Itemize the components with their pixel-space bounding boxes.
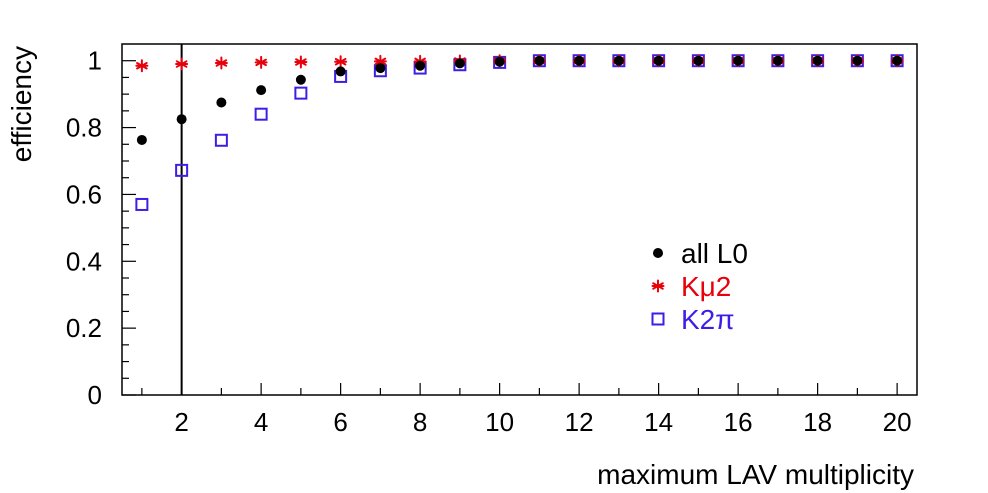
x-tick-label: 10 <box>485 407 514 437</box>
x-tick-label: 6 <box>333 407 347 437</box>
tick-labels: 2 4 6 8 10 12 14 16 18 20 0 0.2 0.4 0.6 0.8 1 <box>66 46 912 437</box>
point-all-l0 <box>772 55 783 66</box>
point-all-l0 <box>375 63 386 74</box>
point-kmu2 <box>254 55 268 69</box>
point-all-l0 <box>852 55 863 66</box>
x-tick-label: 14 <box>644 407 673 437</box>
point-all-l0 <box>216 97 227 108</box>
point-k2pi <box>214 133 228 147</box>
legend-marker-kmu2 <box>651 279 665 293</box>
point-kmu2 <box>135 59 149 73</box>
x-tick-label: 18 <box>803 407 832 437</box>
x-tick-label: 4 <box>254 407 268 437</box>
point-all-l0 <box>693 55 704 66</box>
x-tick-label: 8 <box>413 407 427 437</box>
point-all-l0 <box>454 58 465 69</box>
point-all-l0 <box>534 55 545 66</box>
point-k2pi <box>294 86 308 100</box>
legend-label-kmu2: Kμ2 <box>681 271 731 302</box>
x-tick-label: 20 <box>883 407 912 437</box>
legend-label-all-l0: all L0 <box>681 238 748 269</box>
point-all-l0 <box>176 114 187 125</box>
point-kmu2 <box>175 57 189 71</box>
legend: all L0 Kμ2 K2π <box>651 238 748 335</box>
legend-marker-all-l0 <box>653 248 663 258</box>
y-axis-title: efficiency <box>6 46 37 162</box>
x-tick-label: 16 <box>724 407 753 437</box>
point-all-l0 <box>574 55 585 66</box>
point-all-l0 <box>613 55 624 66</box>
point-all-l0 <box>733 55 744 66</box>
point-all-l0 <box>136 134 147 145</box>
y-tick-label: 0.6 <box>66 179 102 209</box>
point-all-l0 <box>892 55 903 66</box>
point-k2pi <box>135 197 149 211</box>
point-all-l0 <box>494 56 505 67</box>
plot-frame <box>121 43 918 396</box>
axis-ticks <box>122 60 898 396</box>
x-tick-label: 12 <box>565 407 594 437</box>
point-all-l0 <box>653 55 664 66</box>
data-points <box>135 54 904 211</box>
legend-markers <box>651 248 665 326</box>
y-tick-label: 1 <box>88 46 102 76</box>
point-k2pi <box>175 163 189 177</box>
point-kmu2 <box>334 55 348 69</box>
x-axis-title: maximum LAV multiplicity <box>597 459 914 490</box>
legend-label-k2pi: K2π <box>681 304 735 335</box>
point-all-l0 <box>415 60 426 71</box>
y-tick-label: 0.2 <box>66 313 102 343</box>
point-kmu2 <box>214 56 228 70</box>
legend-marker-k2pi <box>651 312 665 326</box>
y-tick-label: 0 <box>88 380 102 410</box>
point-kmu2 <box>294 55 308 69</box>
y-tick-label: 0.4 <box>66 246 102 276</box>
x-tick-label: 2 <box>174 407 188 437</box>
point-all-l0 <box>335 66 346 77</box>
point-k2pi <box>254 107 268 121</box>
y-tick-label: 0.8 <box>66 113 102 143</box>
point-all-l0 <box>256 85 267 96</box>
point-all-l0 <box>295 74 306 85</box>
point-all-l0 <box>812 55 823 66</box>
